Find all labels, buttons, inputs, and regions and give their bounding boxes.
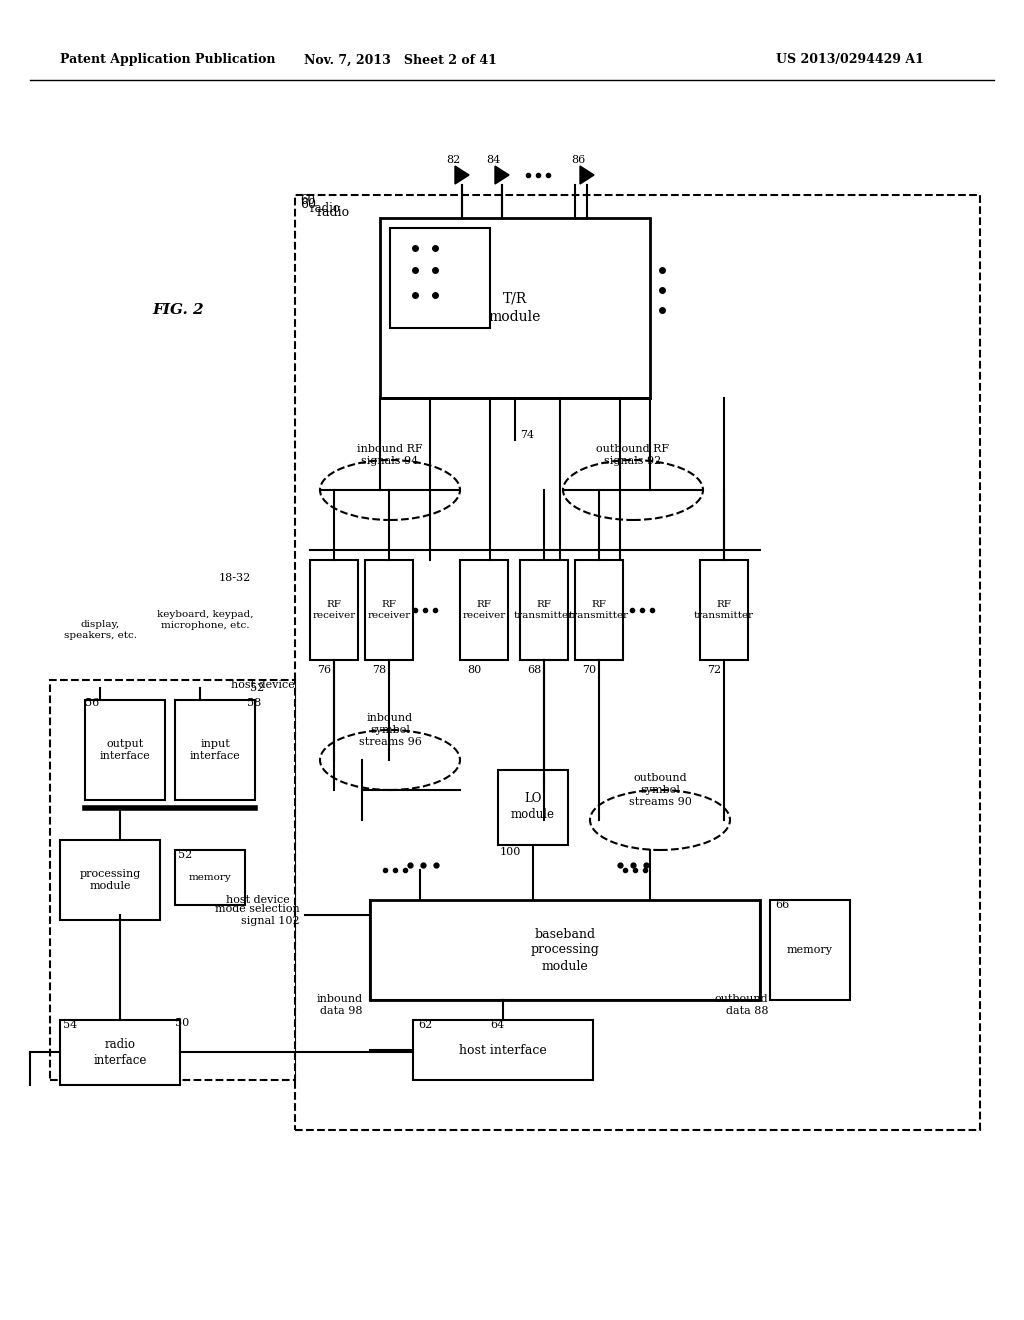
Bar	[60, 1020, 180, 1085]
Text: 78: 78	[372, 665, 386, 675]
Text: host interface: host interface	[459, 1044, 547, 1056]
Text: mode selection
signal 102: mode selection signal 102	[215, 904, 300, 927]
Text: US 2013/0294429 A1: US 2013/0294429 A1	[776, 54, 924, 66]
Text: Nov. 7, 2013   Sheet 2 of 41: Nov. 7, 2013 Sheet 2 of 41	[303, 54, 497, 66]
Polygon shape	[455, 166, 469, 183]
Bar	[310, 560, 358, 660]
Text: 52: 52	[250, 682, 264, 693]
Text: 64: 64	[490, 1020, 504, 1030]
Text: T/R
module: T/R module	[488, 292, 542, 325]
Text: 68: 68	[527, 665, 541, 675]
Text: inbound
data 98: inbound data 98	[316, 994, 362, 1016]
Text: 60: 60	[300, 194, 315, 206]
Text: radio
interface: radio interface	[93, 1038, 146, 1067]
Bar	[175, 700, 255, 800]
Polygon shape	[495, 166, 509, 183]
Text: memory: memory	[188, 873, 231, 882]
Text: 62: 62	[418, 1020, 432, 1030]
Text: 66: 66	[775, 900, 790, 909]
Text: 84: 84	[485, 154, 500, 165]
Text: 56: 56	[85, 698, 99, 708]
Bar	[390, 228, 490, 327]
Text: baseband
processing
module: baseband processing module	[530, 928, 599, 973]
Text: output
interface: output interface	[99, 739, 151, 762]
Bar	[365, 560, 413, 660]
Text: 50: 50	[175, 1018, 189, 1028]
Text: inbound
symbol
streams 96: inbound symbol streams 96	[358, 713, 422, 747]
Text: outbound
data 88: outbound data 88	[715, 994, 768, 1016]
Text: 72: 72	[707, 665, 721, 675]
Text: host device: host device	[231, 680, 295, 690]
Text: 58: 58	[247, 698, 261, 708]
Bar	[498, 770, 568, 845]
Text: RF
transmitter: RF transmitter	[569, 601, 629, 620]
Text: RF
receiver: RF receiver	[312, 601, 355, 620]
Text: keyboard, keypad,
microphone, etc.: keyboard, keypad, microphone, etc.	[157, 610, 253, 630]
Bar	[700, 560, 748, 660]
Text: RF
receiver: RF receiver	[463, 601, 506, 620]
Text: display,
speakers, etc.: display, speakers, etc.	[63, 620, 136, 640]
Text: 86: 86	[570, 154, 585, 165]
Text: inbound RF
signals 94: inbound RF signals 94	[357, 444, 423, 466]
Bar	[575, 560, 623, 660]
Bar	[85, 700, 165, 800]
Bar	[295, 195, 980, 1130]
Bar	[60, 840, 160, 920]
Text: 74: 74	[520, 430, 535, 440]
Text: 18-32: 18-32	[219, 573, 251, 583]
Text: Patent Application Publication: Patent Application Publication	[60, 54, 275, 66]
Text: 82: 82	[445, 154, 460, 165]
Text: 76: 76	[317, 665, 331, 675]
Text: 70: 70	[582, 665, 596, 675]
Text: host device: host device	[226, 895, 290, 906]
Bar	[770, 900, 850, 1001]
Text: RF
receiver: RF receiver	[368, 601, 411, 620]
Bar	[175, 850, 245, 906]
Text: radio: radio	[310, 202, 341, 214]
Bar	[370, 900, 760, 1001]
Text: memory: memory	[787, 945, 833, 954]
Text: input
interface: input interface	[189, 739, 241, 762]
Bar	[50, 680, 295, 1080]
Text: RF
transmitter: RF transmitter	[694, 601, 754, 620]
Polygon shape	[580, 166, 594, 183]
Text: 52: 52	[178, 850, 193, 861]
Bar	[520, 560, 568, 660]
Text: 54: 54	[63, 1020, 77, 1030]
Text: FIG. 2: FIG. 2	[153, 304, 204, 317]
Text: radio: radio	[317, 206, 350, 219]
Text: outbound RF
signals 92: outbound RF signals 92	[596, 444, 670, 466]
Text: RF
transmitter: RF transmitter	[514, 601, 574, 620]
Text: outbound
symbol
streams 90: outbound symbol streams 90	[629, 772, 691, 808]
Text: 60: 60	[300, 198, 316, 211]
Text: 80: 80	[467, 665, 481, 675]
Text: LO
module: LO module	[511, 792, 555, 821]
Bar	[413, 1020, 593, 1080]
Bar	[460, 560, 508, 660]
Text: processing
module: processing module	[80, 869, 140, 891]
Text: 100: 100	[500, 847, 521, 857]
Bar	[380, 218, 650, 399]
